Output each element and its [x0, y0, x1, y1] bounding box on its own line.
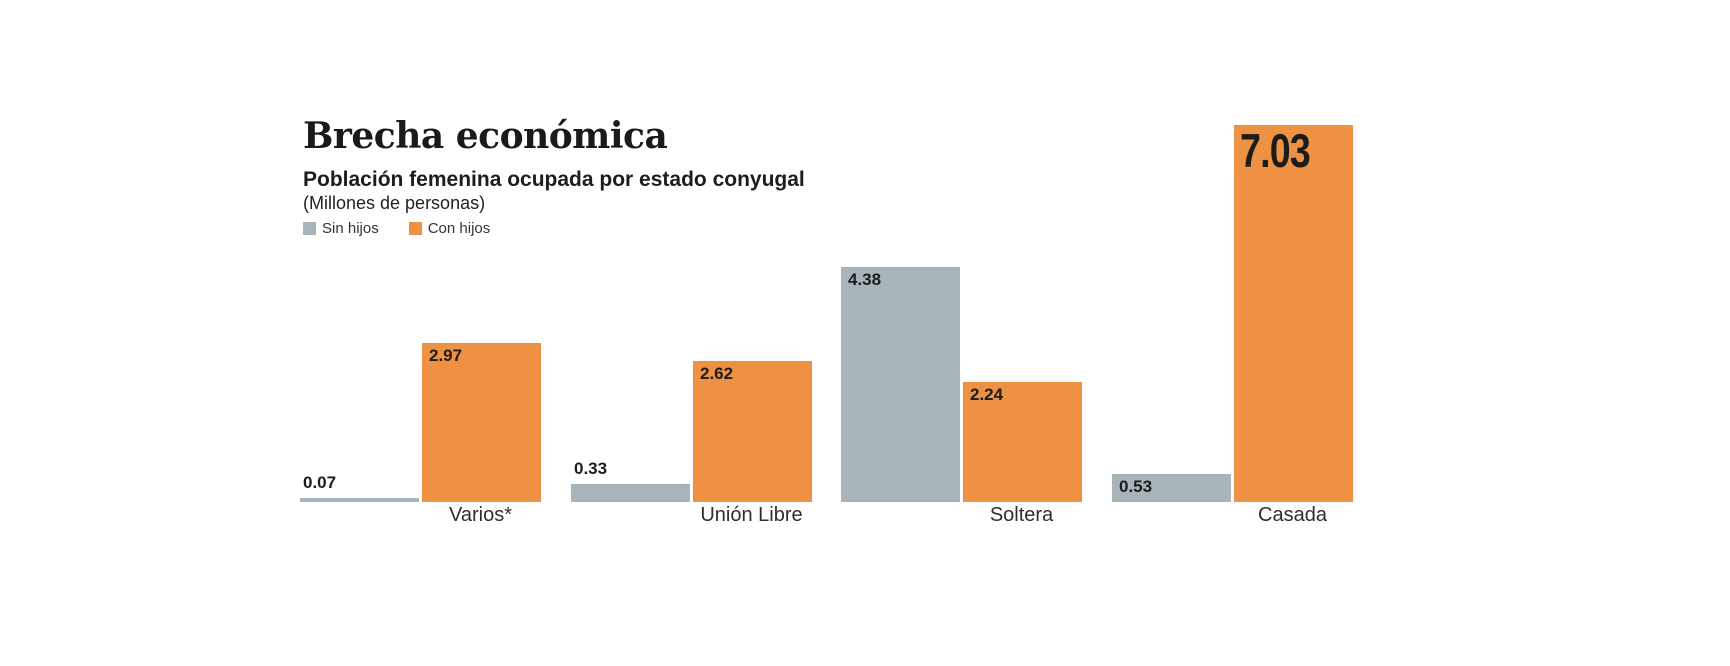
value-label-sin-hijos-casada: 0.53	[1119, 477, 1153, 496]
legend-item-sin-hijos: Sin hijos	[303, 221, 379, 236]
legend-swatch-con-hijos	[408, 222, 422, 235]
bar-sin-hijos-uni-n-libre	[571, 484, 690, 502]
legend-swatch-sin-hijos	[303, 222, 316, 235]
bar-con-hijos-varios	[422, 343, 541, 502]
category-label-varios: Varios*	[449, 504, 512, 526]
bar-sin-hijos-casada	[1112, 474, 1231, 502]
legend-label-con-hijos: Con hijos	[427, 220, 491, 237]
bar-con-hijos-uni-n-libre	[693, 361, 812, 502]
legend-item-con-hijos: Con hijos	[408, 220, 491, 237]
value-label-sin-hijos-soltera: 4.38	[848, 270, 882, 289]
bar-con-hijos-casada	[1234, 125, 1353, 502]
value-label-sin-hijos-uni-n-libre: 0.33	[574, 459, 608, 478]
value-label-con-hijos-soltera: 2.24	[970, 385, 1004, 404]
bar-sin-hijos-varios	[300, 498, 419, 502]
value-label-con-hijos-uni-n-libre: 2.62	[700, 364, 734, 383]
value-label-sin-hijos-varios: 0.07	[303, 473, 337, 492]
bar-con-hijos-soltera	[963, 382, 1082, 502]
category-label-uni-n-libre: Unión Libre	[700, 504, 803, 526]
category-label-soltera: Soltera	[989, 504, 1054, 526]
legend: Sin hijos Con hijos	[303, 221, 490, 236]
category-label-casada: Casada	[1258, 504, 1327, 526]
chart-title: Brecha económica	[303, 115, 668, 157]
value-label-con-hijos-varios: 2.97	[429, 346, 463, 365]
chart-subtitle: Población femenina ocupada por estado co…	[303, 168, 805, 191]
chart-units: (Millones de personas)	[303, 193, 486, 213]
value-label-con-hijos-casada: 7.03	[1240, 124, 1311, 177]
bar-sin-hijos-soltera	[841, 267, 960, 502]
legend-label-sin-hijos: Sin hijos	[322, 220, 379, 237]
